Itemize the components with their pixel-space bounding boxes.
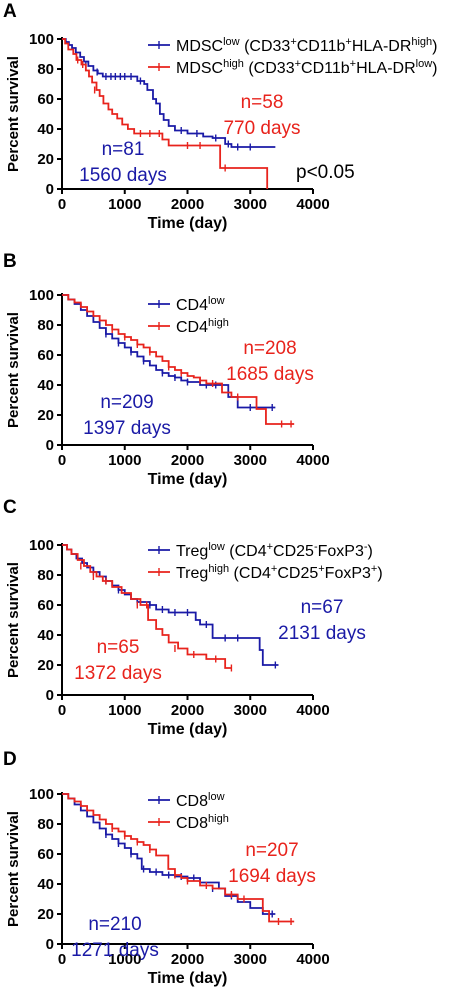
x-tick-label: 4000 xyxy=(296,951,329,968)
panel-label: B xyxy=(3,251,17,272)
y-tick-label: 80 xyxy=(37,816,54,833)
sample-size-label: n=209 xyxy=(100,392,153,413)
x-tick-label: 0 xyxy=(58,702,66,719)
median-survival-label: 1397 days xyxy=(83,418,171,439)
y-tick-label: 80 xyxy=(37,61,54,78)
y-tick-label: 100 xyxy=(29,786,54,803)
y-tick-label: 0 xyxy=(46,936,54,953)
legend-label: CD4low xyxy=(176,295,225,314)
x-tick-label: 2000 xyxy=(171,951,204,968)
y-tick-label: 80 xyxy=(37,567,54,584)
legend-label: MDSChigh (CD33+CD11b+HLA-DRlow) xyxy=(176,58,438,77)
y-axis-title: Percent survival xyxy=(5,811,22,927)
median-survival-label: 1694 days xyxy=(228,866,316,887)
x-tick-label: 3000 xyxy=(234,951,267,968)
panel-label: C xyxy=(3,497,17,518)
median-survival-label: 1685 days xyxy=(226,364,314,385)
x-tick-label: 1000 xyxy=(108,951,141,968)
legend-label: MDSClow (CD33+CD11b+HLA-DRhigh) xyxy=(176,36,438,55)
y-tick-label: 0 xyxy=(46,687,54,704)
y-tick-label: 20 xyxy=(37,407,54,424)
survival-curve-series-1 xyxy=(62,544,279,666)
y-tick-label: 80 xyxy=(37,317,54,334)
y-tick-label: 40 xyxy=(37,121,54,138)
sample-size-label: n=208 xyxy=(243,338,296,359)
y-tick-label: 20 xyxy=(37,906,54,923)
median-survival-label: 770 days xyxy=(223,118,300,139)
x-tick-label: 1000 xyxy=(108,702,141,719)
x-tick-label: 2000 xyxy=(171,702,204,719)
sample-size-label: n=81 xyxy=(102,139,145,160)
legend-label: Treghigh (CD4+CD25+FoxP3+) xyxy=(176,563,383,582)
panel-label: D xyxy=(3,749,17,770)
y-tick-label: 100 xyxy=(29,537,54,554)
legend-label: CD8high xyxy=(176,813,229,832)
median-survival-label: 1372 days xyxy=(74,663,162,684)
x-tick-label: 4000 xyxy=(296,452,329,469)
x-axis-title: Time (day) xyxy=(148,215,228,232)
x-tick-label: 3000 xyxy=(234,196,267,213)
sample-size-label: n=210 xyxy=(88,914,141,935)
median-survival-label: 2131 days xyxy=(278,623,366,644)
median-survival-label: 1560 days xyxy=(79,165,167,186)
y-tick-label: 40 xyxy=(37,377,54,394)
y-tick-label: 60 xyxy=(37,91,54,108)
x-tick-label: 1000 xyxy=(108,452,141,469)
y-tick-label: 100 xyxy=(29,287,54,304)
sample-size-label: n=207 xyxy=(245,840,298,861)
legend-label: CD4high xyxy=(176,317,229,336)
x-axis-title: Time (day) xyxy=(148,721,228,738)
sample-size-label: n=65 xyxy=(97,637,140,658)
x-tick-label: 1000 xyxy=(108,196,141,213)
survival-curve-series-2 xyxy=(62,294,295,425)
y-tick-label: 100 xyxy=(29,31,54,48)
legend-label: CD8low xyxy=(176,791,225,810)
median-survival-label: 1271 days xyxy=(71,940,159,961)
p-value-label: p<0.05 xyxy=(296,162,355,183)
sample-size-label: n=67 xyxy=(301,597,344,618)
y-tick-label: 40 xyxy=(37,876,54,893)
y-tick-label: 60 xyxy=(37,846,54,863)
x-axis-title: Time (day) xyxy=(148,970,228,987)
x-tick-label: 2000 xyxy=(171,196,204,213)
survival-curve-series-2 xyxy=(62,38,269,189)
x-tick-label: 4000 xyxy=(296,702,329,719)
y-axis-title: Percent survival xyxy=(5,562,22,678)
x-tick-label: 3000 xyxy=(234,702,267,719)
x-tick-label: 3000 xyxy=(234,452,267,469)
x-tick-label: 2000 xyxy=(171,452,204,469)
y-tick-label: 0 xyxy=(46,437,54,454)
y-axis-title: Percent survival xyxy=(5,312,22,428)
x-axis-title: Time (day) xyxy=(148,471,228,488)
survival-curve-series-2 xyxy=(62,544,232,669)
y-tick-label: 0 xyxy=(46,181,54,198)
y-tick-label: 60 xyxy=(37,597,54,614)
legend-label: Treglow (CD4+CD25-FoxP3-) xyxy=(176,541,373,560)
y-tick-label: 60 xyxy=(37,347,54,364)
y-tick-label: 20 xyxy=(37,657,54,674)
x-tick-label: 4000 xyxy=(296,196,329,213)
x-tick-label: 0 xyxy=(58,951,66,968)
panel-label: A xyxy=(3,1,17,22)
y-tick-label: 40 xyxy=(37,627,54,644)
survival-curve-series-2 xyxy=(62,793,295,923)
y-tick-label: 20 xyxy=(37,151,54,168)
sample-size-label: n=58 xyxy=(241,92,284,113)
x-tick-label: 0 xyxy=(58,452,66,469)
y-axis-title: Percent survival xyxy=(5,56,22,172)
x-tick-label: 0 xyxy=(58,196,66,213)
survival-curve-series-1 xyxy=(62,38,276,148)
